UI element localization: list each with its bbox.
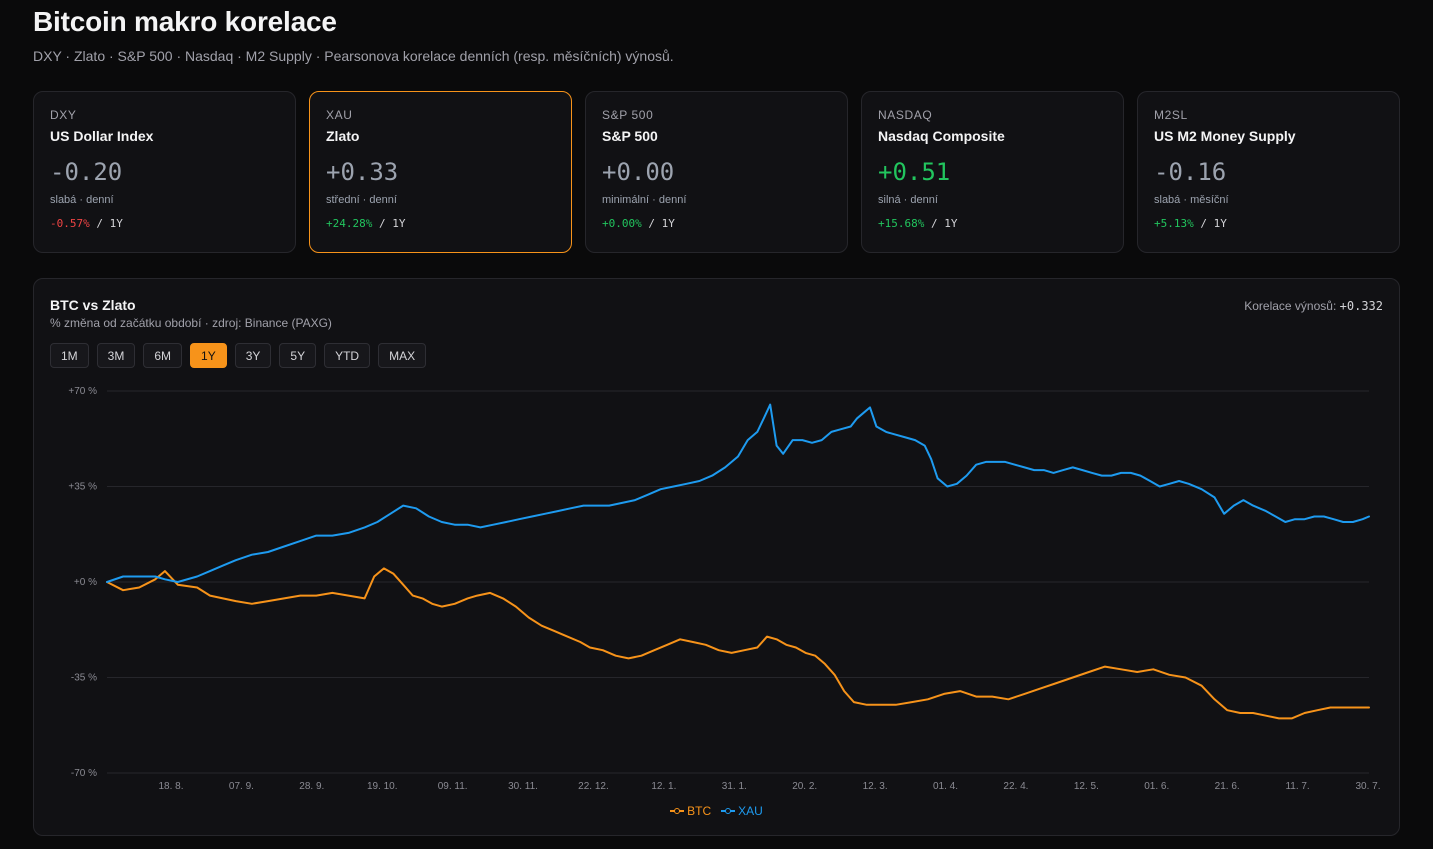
card-correlation: +0.00 [602,158,675,186]
x-tick-label: 11. 7. [1285,781,1309,792]
card-correlation: +0.33 [326,158,399,186]
card-change: +24.28% [326,217,373,230]
x-tick-label: 12. 1. [651,781,676,792]
card-code: M2SL [1154,108,1188,122]
legend-item-xau[interactable]: XAU [721,804,763,818]
x-tick-label: 09. 11. [438,781,468,792]
x-tick-label: 07. 9. [229,781,254,792]
series-line-xau [106,403,1370,583]
range-3y-button[interactable]: 3Y [234,343,272,368]
card-change-row: +0.00% / 1Y [602,217,675,230]
chart-legend: BTC XAU [34,804,1399,818]
range-1m-button[interactable]: 1M [50,343,89,368]
x-tick-label: 01. 6. [1144,781,1169,792]
card-code: XAU [326,108,353,122]
card-dxy[interactable]: DXY US Dollar Index -0.20 slabá · denní … [33,91,296,253]
x-tick-label: 12. 5. [1074,781,1099,792]
card-change: +0.00% [602,217,642,230]
legend-swatch-xau [721,807,736,815]
page-subtitle: DXY · Zlato · S&P 500 · Nasdaq · M2 Supp… [33,48,674,64]
range-3m-button[interactable]: 3M [96,343,136,368]
x-tick-label: 18. 8. [158,781,183,792]
range-selector: 1M 3M 6M 1Y 3Y 5Y YTD MAX [50,343,427,368]
range-6m-button[interactable]: 6M [143,343,183,368]
range-max-button[interactable]: MAX [378,343,427,368]
card-strength: silná · denní [878,194,938,206]
card-nasdaq[interactable]: NASDAQ Nasdaq Composite +0.51 silná · de… [861,91,1124,253]
line-chart: +70 % +35 % +0 % -35 % -70 % 18. 8. 07. 9. 28. … [68,386,1380,792]
y-tick-label: +70 % [68,386,97,397]
x-tick-label: 01. 4. [933,781,958,792]
card-change: +5.13% [1154,217,1194,230]
card-change-row: -0.57% / 1Y [50,217,123,230]
card-name: Nasdaq Composite [878,128,1005,144]
correlation-value: +0.332 [1339,299,1383,313]
series-line-btc [106,567,1370,720]
legend-label-btc: BTC [687,804,712,818]
x-tick-label: 22. 12. [578,781,609,792]
card-code: S&P 500 [602,108,654,122]
x-tick-label: 30. 7. [1355,781,1380,792]
card-xau[interactable]: XAU Zlato +0.33 střední · denní +24.28% … [309,91,572,253]
legend-item-btc[interactable]: BTC [670,804,711,818]
card-change: -0.57% [50,217,90,230]
y-tick-label: +35 % [68,482,97,493]
x-tick-label: 30. 11. [508,781,538,792]
correlation-cards: DXY US Dollar Index -0.20 slabá · denní … [33,91,1400,253]
card-change: +15.68% [878,217,925,230]
card-period: 1Y [109,217,123,230]
x-tick-label: 22. 4. [1003,781,1028,792]
card-change-row: +15.68% / 1Y [878,217,958,230]
card-name: US Dollar Index [50,128,154,144]
correlation-label: Korelace výnosů: [1244,299,1337,313]
y-tick-label: -70 % [71,768,97,779]
card-strength: slabá · měsíční [1154,194,1229,206]
card-period: 1Y [661,217,675,230]
page-title: Bitcoin makro korelace [33,6,337,37]
card-name: Zlato [326,128,360,144]
y-tick-label: +0 % [74,577,97,588]
card-correlation: -0.16 [1154,158,1227,186]
card-period: 1Y [944,217,958,230]
x-tick-label: 19. 10. [367,781,398,792]
range-1y-button[interactable]: 1Y [190,343,227,368]
card-code: NASDAQ [878,108,933,122]
correlation-readout: Korelace výnosů: +0.332 [1244,299,1383,313]
legend-swatch-btc [670,807,685,815]
chart-subtitle: % změna od začátku období · zdroj: Binan… [50,316,332,330]
x-tick-label: 12. 3. [863,781,888,792]
y-tick-label: -35 % [71,673,97,684]
card-change-row: +5.13% / 1Y [1154,217,1227,230]
card-code: DXY [50,108,77,122]
card-correlation: +0.51 [878,158,951,186]
chart-title: BTC vs Zlato [50,297,136,313]
x-tick-label: 31. 1. [722,781,747,792]
x-tick-label: 21. 6. [1215,781,1240,792]
chart-panel: BTC vs Zlato % změna od začátku období ·… [33,278,1400,836]
card-name: US M2 Money Supply [1154,128,1296,144]
card-period: 1Y [392,217,406,230]
card-sp500[interactable]: S&P 500 S&P 500 +0.00 minimální · denní … [585,91,848,253]
card-strength: střední · denní [326,194,397,206]
x-tick-label: 20. 2. [792,781,817,792]
card-name: S&P 500 [602,128,658,144]
card-strength: minimální · denní [602,194,687,206]
legend-label-xau: XAU [738,804,763,818]
card-correlation: -0.20 [50,158,123,186]
card-strength: slabá · denní [50,194,114,206]
card-change-row: +24.28% / 1Y [326,217,406,230]
card-period: 1Y [1213,217,1227,230]
x-tick-label: 28. 9. [299,781,324,792]
card-m2sl[interactable]: M2SL US M2 Money Supply -0.16 slabá · mě… [1137,91,1400,253]
range-ytd-button[interactable]: YTD [324,343,371,368]
range-5y-button[interactable]: 5Y [279,343,317,368]
